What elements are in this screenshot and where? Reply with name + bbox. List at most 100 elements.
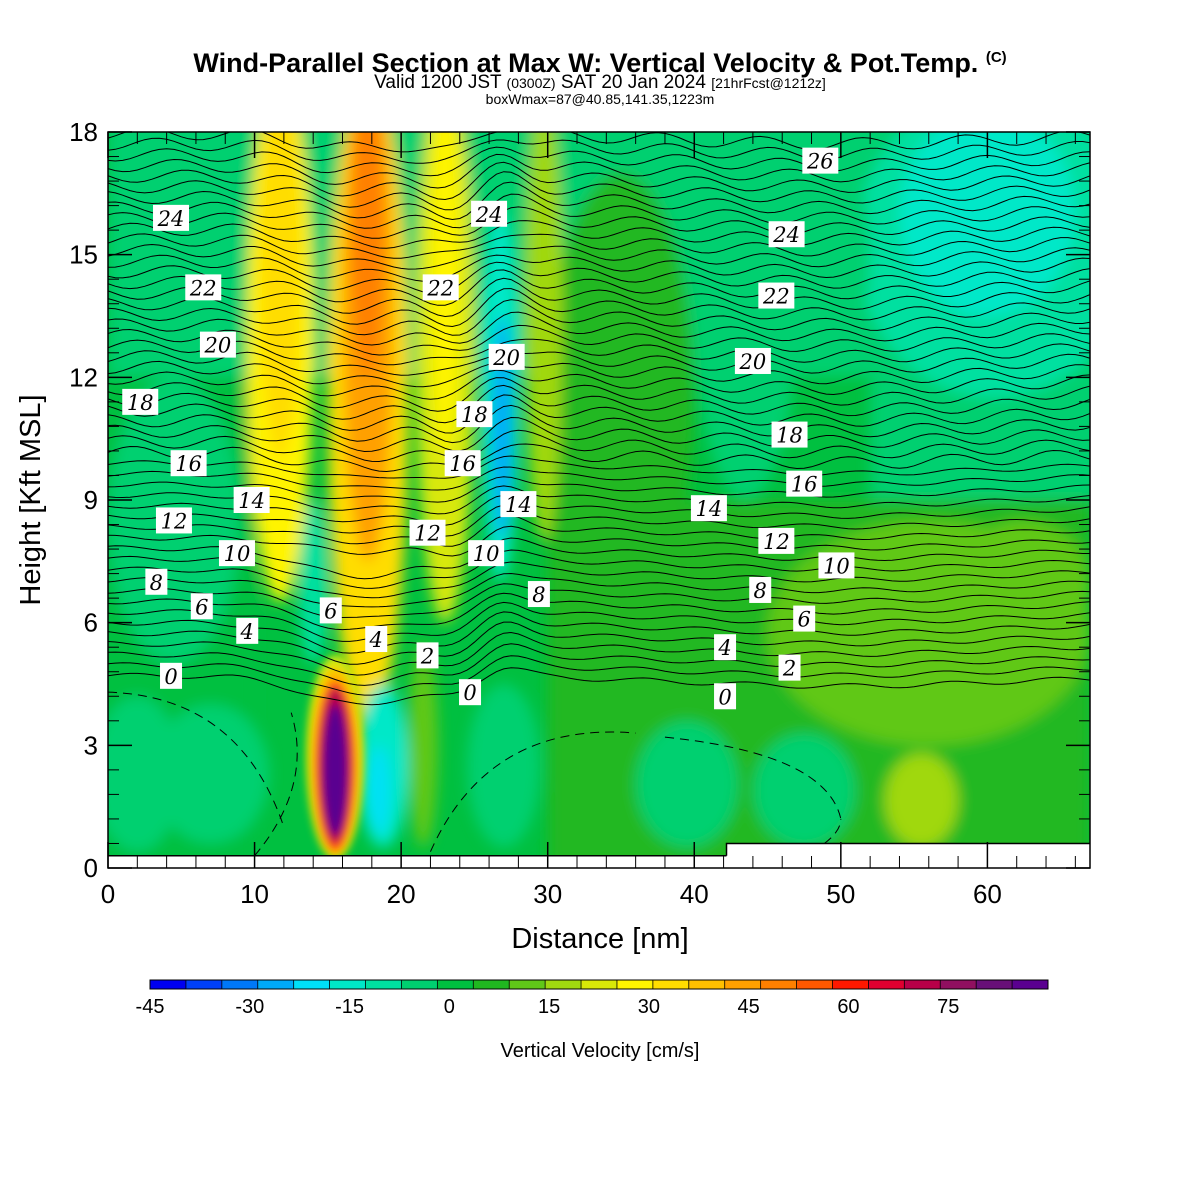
colorbar-swatch — [365, 980, 402, 989]
velocity-cell — [547, 172, 695, 623]
x-tick-label: 40 — [680, 879, 709, 909]
isentrope-label: 16 — [170, 450, 207, 477]
isentrope-line — [108, 181, 1090, 221]
isentrope-label: 6 — [793, 605, 816, 632]
isentrope-line — [108, 525, 1090, 557]
forecast-hour: [21hrFcst@1212z] — [711, 75, 826, 91]
isentrope-label: 4 — [365, 626, 388, 653]
colorbar-swatch — [150, 980, 187, 989]
isentrope-line — [108, 583, 1090, 619]
x-axis-label: Distance [nm] — [511, 923, 688, 955]
velocity-cell — [958, 520, 1090, 644]
box-wmax-line: boxWmax=87@40.85,141.35,1223m — [485, 91, 715, 107]
isentrope-label: 22 — [185, 274, 222, 301]
colorbar-swatch — [724, 980, 762, 989]
colorbar-tick-label: -30 — [235, 996, 264, 1018]
isentrope-line — [108, 220, 1090, 249]
zero-velocity-outline — [429, 731, 636, 852]
isentrope-label: 14 — [690, 495, 727, 521]
isentrope-label: 8 — [527, 581, 550, 608]
isentrope-label-box — [786, 470, 823, 497]
isentrope-line — [108, 514, 1090, 547]
velocity-cell — [752, 733, 856, 848]
isentrope-line — [108, 611, 1090, 654]
colorbar-tick-label: 0 — [444, 996, 455, 1018]
isentrope-label: 2 — [416, 642, 439, 669]
isentrope-label-text: 0 — [463, 681, 476, 705]
colorbar-tick-label: 45 — [738, 996, 760, 1018]
isentrope-label: 6 — [190, 593, 213, 620]
isentrope-line — [108, 311, 1090, 346]
isentrope-label-box — [145, 568, 168, 595]
zero-velocity-outline — [664, 736, 842, 820]
isentrope-label-text: 24 — [157, 207, 185, 231]
isentrope-line — [108, 153, 1090, 189]
colorbar-tick-label: 15 — [538, 996, 560, 1018]
isentrope-line — [108, 561, 1090, 599]
colorbar-swatch — [545, 980, 582, 989]
colorbar-swatch — [1012, 980, 1049, 989]
isentrope-label-text: 8 — [532, 583, 545, 607]
colorbar-swatch — [616, 980, 654, 989]
isentrope-line — [108, 369, 1090, 400]
isentrope-label: 10 — [218, 540, 255, 567]
isentrope-line — [108, 254, 1090, 282]
isentrope-label: 12 — [409, 519, 446, 546]
isentrope-label-box — [236, 617, 259, 644]
y-tick-label: 6 — [84, 608, 98, 638]
isentrope-label-box — [456, 401, 493, 428]
colorbar-swatch — [832, 980, 869, 989]
velocity-cell — [298, 500, 328, 664]
isentrope-label-text: 16 — [791, 473, 818, 497]
isentrope-line — [108, 243, 1090, 270]
isentrope-label-box — [758, 527, 795, 554]
x-tick-label: 0 — [101, 879, 115, 909]
isentrope-label: 22 — [422, 274, 459, 301]
terrain-step-outline — [725, 842, 1090, 856]
isentrope-line — [108, 404, 1090, 444]
colorbar-swatch — [257, 980, 295, 989]
isentrope-line — [108, 288, 1090, 328]
colorbar-tick-label: 75 — [937, 996, 959, 1018]
isentrope-line — [108, 277, 1090, 318]
isentrope-label-box — [802, 147, 839, 174]
isentrope-label-box — [416, 642, 439, 669]
isentrope-label-text: 20 — [492, 346, 520, 370]
isentrope-line — [108, 146, 1090, 177]
isentrope-label-text: 6 — [798, 608, 811, 632]
isentrope-label-text: 0 — [164, 665, 177, 689]
isentrope-label-box — [459, 679, 482, 706]
isentrope-label-box — [422, 274, 459, 301]
isentrope-label-text: 18 — [776, 424, 803, 448]
isentrope-label-text: 0 — [718, 685, 731, 709]
isentrope-line — [108, 161, 1090, 201]
velocity-cell — [467, 684, 541, 848]
colorbar-swatch — [868, 980, 905, 989]
isentrope-line — [108, 416, 1090, 453]
isentrope-label-box — [768, 221, 805, 248]
velocity-cell — [884, 753, 959, 848]
isentrope-label: 26 — [802, 147, 839, 174]
isentrope-label-text: 22 — [762, 285, 790, 309]
isentrope-line — [108, 466, 1090, 491]
isentrope-label: 20 — [488, 343, 525, 370]
isentrope-line — [108, 324, 1090, 356]
isentrope-label-box — [199, 331, 236, 358]
colorbar-swatch — [221, 980, 259, 989]
isentrope-label-text: 4 — [717, 636, 731, 660]
isentrope-label-box — [818, 552, 855, 579]
isentrope-label-text: 12 — [414, 522, 441, 546]
isentrope-line — [108, 443, 1090, 473]
isentrope-line — [108, 572, 1090, 608]
colorbar-swatch — [473, 980, 510, 989]
isentrope-label-text: 12 — [763, 530, 790, 554]
isentrope-label: 20 — [199, 331, 236, 358]
terrain — [108, 842, 1090, 868]
colorbar: -45 -30 -15 0 15 30 45 60 75 — [136, 979, 1049, 1018]
isentrope-label-text: 6 — [324, 599, 337, 623]
isentrope-label-text: 12 — [161, 509, 188, 533]
velocity-cell — [258, 132, 302, 460]
